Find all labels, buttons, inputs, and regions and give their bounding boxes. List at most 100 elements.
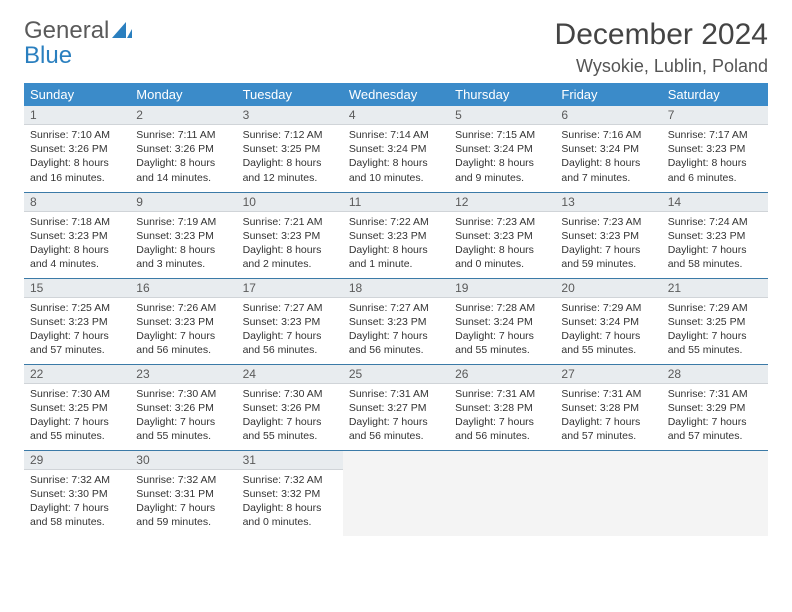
day-number: 2 (130, 106, 236, 125)
daylight-line: Daylight: 7 hours and 55 minutes. (136, 415, 230, 443)
daylight-line: Daylight: 8 hours and 1 minute. (349, 243, 443, 271)
day-body: Sunrise: 7:24 AMSunset: 3:23 PMDaylight:… (662, 212, 768, 276)
daylight-line: Daylight: 8 hours and 4 minutes. (30, 243, 124, 271)
sunrise-line: Sunrise: 7:14 AM (349, 128, 443, 142)
calendar-day-cell: 26Sunrise: 7:31 AMSunset: 3:28 PMDayligh… (449, 364, 555, 450)
day-number: 10 (237, 193, 343, 212)
calendar-week-row: 15Sunrise: 7:25 AMSunset: 3:23 PMDayligh… (24, 278, 768, 364)
weekday-header: Thursday (449, 83, 555, 106)
sunrise-line: Sunrise: 7:16 AM (561, 128, 655, 142)
daylight-line: Daylight: 7 hours and 58 minutes. (30, 501, 124, 529)
calendar-day-cell (449, 450, 555, 536)
daylight-line: Daylight: 8 hours and 16 minutes. (30, 156, 124, 184)
sunrise-line: Sunrise: 7:25 AM (30, 301, 124, 315)
calendar-day-cell: 27 Sunrise: 7:31 AMSunset: 3:28 PMDayligh… (555, 364, 661, 450)
sunrise-line: Sunrise: 7:23 AM (455, 215, 549, 229)
sunrise-line: Sunrise: 7:17 AM (668, 128, 762, 142)
sunset-line: Sunset: 3:24 PM (561, 315, 655, 329)
daylight-line: Daylight: 7 hours and 57 minutes. (561, 415, 655, 443)
daylight-line: Daylight: 8 hours and 10 minutes. (349, 156, 443, 184)
weekday-header: Sunday (24, 83, 130, 106)
sunrise-line: Sunrise: 7:30 AM (30, 387, 124, 401)
daylight-line: Daylight: 7 hours and 59 minutes. (561, 243, 655, 271)
day-number: 13 (555, 193, 661, 212)
sunrise-line: Sunrise: 7:27 AM (243, 301, 337, 315)
day-body: Sunrise: 7:22 AMSunset: 3:23 PMDaylight:… (343, 212, 449, 276)
calendar-day-cell: 21Sunrise: 7:29 AMSunset: 3:25 PMDayligh… (662, 278, 768, 364)
sunrise-line: Sunrise: 7:27 AM (349, 301, 443, 315)
sunset-line: Sunset: 3:23 PM (455, 229, 549, 243)
sunset-line: Sunset: 3:26 PM (136, 401, 230, 415)
sunrise-line: Sunrise: 7:12 AM (243, 128, 337, 142)
day-number: 7 (662, 106, 768, 125)
weekday-header: Friday (555, 83, 661, 106)
daylight-line: Daylight: 7 hours and 57 minutes. (668, 415, 762, 443)
title-block: December 2024 Wysokie, Lublin, Poland (555, 18, 768, 77)
sunset-line: Sunset: 3:23 PM (30, 315, 124, 329)
day-body: Sunrise: 7:16 AMSunset: 3:24 PMDaylight:… (555, 125, 661, 189)
weekday-header-row: Sunday Monday Tuesday Wednesday Thursday… (24, 83, 768, 106)
sunrise-line: Sunrise: 7:31 AM (561, 387, 655, 401)
calendar-day-cell: 24Sunrise: 7:30 AMSunset: 3:26 PMDayligh… (237, 364, 343, 450)
calendar-day-cell: 3Sunrise: 7:12 AMSunset: 3:25 PMDaylight… (237, 106, 343, 192)
sunset-line: Sunset: 3:23 PM (136, 315, 230, 329)
calendar-day-cell: 8Sunrise: 7:18 AMSunset: 3:23 PMDaylight… (24, 192, 130, 278)
sunrise-line: Sunrise: 7:23 AM (561, 215, 655, 229)
calendar-day-cell: 30Sunrise: 7:32 AMSunset: 3:31 PMDayligh… (130, 450, 236, 536)
sunrise-line: Sunrise: 7:18 AM (30, 215, 124, 229)
calendar-day-cell: 13Sunrise: 7:23 AMSunset: 3:23 PMDayligh… (555, 192, 661, 278)
day-number: 20 (555, 279, 661, 298)
sunrise-line: Sunrise: 7:30 AM (243, 387, 337, 401)
calendar-day-cell: 22Sunrise: 7:30 AMSunset: 3:25 PMDayligh… (24, 364, 130, 450)
day-body: Sunrise: 7:31 AMSunset: 3:27 PMDaylight:… (343, 384, 449, 448)
sunset-line: Sunset: 3:26 PM (243, 401, 337, 415)
day-number: 15 (24, 279, 130, 298)
sunset-line: Sunset: 3:25 PM (668, 315, 762, 329)
day-body: Sunrise: 7:29 AMSunset: 3:25 PMDaylight:… (662, 298, 768, 362)
weekday-header: Tuesday (237, 83, 343, 106)
sunset-line: Sunset: 3:28 PM (561, 401, 655, 415)
calendar-week-row: 29Sunrise: 7:32 AMSunset: 3:30 PMDayligh… (24, 450, 768, 536)
sunset-line: Sunset: 3:30 PM (30, 487, 124, 501)
day-body: Sunrise: 7:31 AMSunset: 3:29 PMDaylight:… (662, 384, 768, 448)
sunset-line: Sunset: 3:23 PM (243, 315, 337, 329)
daylight-line: Daylight: 7 hours and 55 minutes. (455, 329, 549, 357)
sunrise-line: Sunrise: 7:29 AM (668, 301, 762, 315)
calendar-day-cell: 29Sunrise: 7:32 AMSunset: 3:30 PMDayligh… (24, 450, 130, 536)
day-body: Sunrise: 7:30 AMSunset: 3:26 PMDaylight:… (237, 384, 343, 448)
daylight-line: Daylight: 7 hours and 56 minutes. (136, 329, 230, 357)
sunset-line: Sunset: 3:24 PM (349, 142, 443, 156)
day-number: 1 (24, 106, 130, 125)
day-number: 19 (449, 279, 555, 298)
logo-line1: General (24, 17, 109, 44)
day-body: Sunrise: 7:23 AMSunset: 3:23 PMDaylight:… (555, 212, 661, 276)
calendar-day-cell: 28Sunrise: 7:31 AMSunset: 3:29 PMDayligh… (662, 364, 768, 450)
day-number: 14 (662, 193, 768, 212)
calendar-day-cell: 18Sunrise: 7:27 AMSunset: 3:23 PMDayligh… (343, 278, 449, 364)
day-number: 3 (237, 106, 343, 125)
calendar-table: Sunday Monday Tuesday Wednesday Thursday… (24, 83, 768, 536)
sunset-line: Sunset: 3:28 PM (455, 401, 549, 415)
sunrise-line: Sunrise: 7:31 AM (455, 387, 549, 401)
sunset-line: Sunset: 3:24 PM (455, 142, 549, 156)
day-body: Sunrise: 7:28 AMSunset: 3:24 PMDaylight:… (449, 298, 555, 362)
daylight-line: Daylight: 7 hours and 56 minutes. (243, 329, 337, 357)
calendar-day-cell (343, 450, 449, 536)
calendar-day-cell: 16Sunrise: 7:26 AMSunset: 3:23 PMDayligh… (130, 278, 236, 364)
day-number: 27 (555, 365, 661, 384)
daylight-line: Daylight: 8 hours and 0 minutes. (455, 243, 549, 271)
calendar-day-cell (662, 450, 768, 536)
day-body: Sunrise: 7:25 AMSunset: 3:23 PMDaylight:… (24, 298, 130, 362)
sunset-line: Sunset: 3:24 PM (455, 315, 549, 329)
sunrise-line: Sunrise: 7:19 AM (136, 215, 230, 229)
calendar-day-cell: 25Sunrise: 7:31 AMSunset: 3:27 PMDayligh… (343, 364, 449, 450)
sunset-line: Sunset: 3:24 PM (561, 142, 655, 156)
daylight-line: Daylight: 8 hours and 14 minutes. (136, 156, 230, 184)
day-number: 17 (237, 279, 343, 298)
weekday-header: Saturday (662, 83, 768, 106)
calendar-day-cell: 20Sunrise: 7:29 AMSunset: 3:24 PMDayligh… (555, 278, 661, 364)
sunset-line: Sunset: 3:27 PM (349, 401, 443, 415)
daylight-line: Daylight: 8 hours and 3 minutes. (136, 243, 230, 271)
day-body: Sunrise: 7:23 AMSunset: 3:23 PMDaylight:… (449, 212, 555, 276)
calendar-day-cell: 6Sunrise: 7:16 AMSunset: 3:24 PMDaylight… (555, 106, 661, 192)
